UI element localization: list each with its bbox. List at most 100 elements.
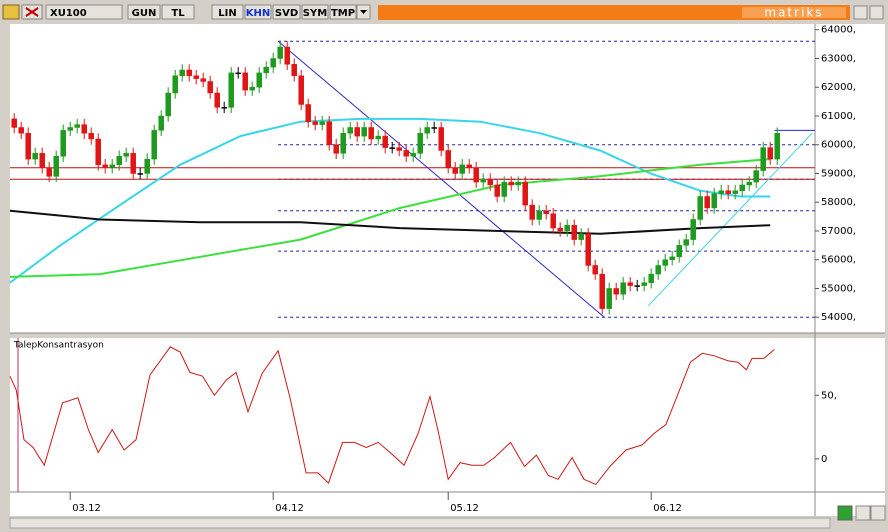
- y-tick-label: 62000,: [821, 82, 856, 93]
- dropdown-arrow: [360, 10, 367, 14]
- candle-body: [529, 204, 535, 220]
- nav-left[interactable]: [855, 505, 871, 521]
- candle-body: [326, 121, 332, 145]
- y-tick-label: 58000,: [821, 197, 856, 208]
- candle-body: [424, 127, 430, 134]
- y-tick-label: 64000,: [821, 25, 856, 36]
- candle-body: [165, 92, 171, 117]
- price-axis: [815, 24, 885, 333]
- toolbar-button[interactable]: [329, 4, 357, 20]
- candle-body: [557, 227, 563, 232]
- candle-body: [571, 224, 577, 240]
- candle-body: [592, 265, 598, 275]
- candle-body: [158, 115, 164, 131]
- candle-body: [249, 86, 255, 91]
- refresh[interactable]: [837, 505, 853, 521]
- candle-body: [389, 147, 395, 149]
- candle-body: [417, 132, 423, 154]
- toolbar-button[interactable]: [244, 4, 272, 20]
- candle-body: [578, 233, 584, 240]
- scrollbar[interactable]: [9, 517, 831, 529]
- candle-body: [669, 256, 675, 260]
- candle-body: [116, 155, 122, 166]
- candle-body: [200, 78, 206, 82]
- candle-body: [564, 224, 570, 232]
- candle-body: [221, 107, 227, 109]
- candle-body: [32, 153, 38, 160]
- y-tick-label: 59000,: [821, 168, 856, 179]
- nav-right[interactable]: [870, 505, 886, 521]
- brand-box: [742, 7, 846, 18]
- x-tick-label: 04.12: [275, 503, 304, 514]
- candle-body: [46, 167, 52, 177]
- candle-body: [599, 273, 605, 309]
- candle-body: [508, 181, 514, 186]
- candle-body: [767, 147, 773, 160]
- candle-body: [711, 193, 717, 209]
- candle-body: [277, 46, 283, 59]
- maximize[interactable]: [869, 5, 884, 20]
- candle-body: [151, 130, 157, 160]
- candle-body: [123, 153, 129, 157]
- indicator-panel: [10, 338, 815, 492]
- moving-average: [9, 158, 771, 278]
- toolbar-button[interactable]: [301, 4, 329, 20]
- annotation-line: [277, 40, 605, 318]
- candle-body: [438, 127, 444, 151]
- candle-body: [725, 190, 731, 194]
- toolbar-button[interactable]: [161, 4, 195, 20]
- candle-body: [172, 75, 178, 94]
- candle-body: [585, 233, 591, 266]
- candle-body: [480, 178, 486, 183]
- candle-body: [662, 259, 668, 266]
- candle-body: [270, 58, 276, 68]
- candle-body: [627, 282, 633, 286]
- candle-body: [144, 158, 150, 174]
- candle-body: [543, 210, 549, 214]
- x-axis: [10, 492, 885, 516]
- candle-body: [109, 164, 115, 168]
- minimize[interactable]: [853, 5, 868, 20]
- y-tick-label: 63000,: [821, 53, 856, 64]
- candle-body: [634, 285, 640, 287]
- candle-body: [487, 178, 493, 186]
- candle-body: [228, 72, 234, 108]
- candle-body: [25, 132, 31, 160]
- candle-body: [676, 245, 682, 258]
- candle-body: [613, 288, 619, 295]
- candle-body: [473, 167, 479, 183]
- y-tick-label: 55000,: [821, 283, 856, 294]
- candle-body: [207, 81, 213, 94]
- candle-body: [354, 127, 360, 137]
- y-tick-label: 57000,: [821, 226, 856, 237]
- candle-body: [347, 127, 353, 134]
- candle-body: [718, 190, 724, 194]
- candle-body: [312, 121, 318, 125]
- toolbar-button[interactable]: [127, 4, 161, 20]
- toolbar-button-label: KHN: [246, 8, 271, 19]
- x-tick-label: 05.12: [450, 503, 479, 514]
- icon[interactable]: [2, 4, 20, 20]
- x-tick-label: 03.12: [72, 503, 101, 514]
- candle-body: [74, 124, 80, 128]
- symbol-box[interactable]: [45, 4, 123, 20]
- moving-average: [9, 209, 771, 235]
- candle-body: [11, 118, 17, 128]
- toolbar-button[interactable]: [211, 4, 244, 20]
- candle-body: [102, 164, 108, 168]
- toolbar-button[interactable]: [272, 4, 301, 20]
- y-tick-label: 56000,: [821, 255, 856, 266]
- price-panel: [10, 24, 815, 333]
- candle-body: [291, 63, 297, 76]
- candle-body: [753, 170, 759, 183]
- annotation-line: [648, 132, 813, 307]
- toolbar-button-label: GUN: [132, 8, 157, 19]
- candle-body: [256, 72, 262, 88]
- candle-body: [263, 66, 269, 74]
- candle-body: [704, 196, 710, 209]
- brand-bar: [378, 5, 850, 20]
- y-tick-label: 60000,: [821, 140, 856, 151]
- toolbar-button-label: TL: [171, 8, 185, 19]
